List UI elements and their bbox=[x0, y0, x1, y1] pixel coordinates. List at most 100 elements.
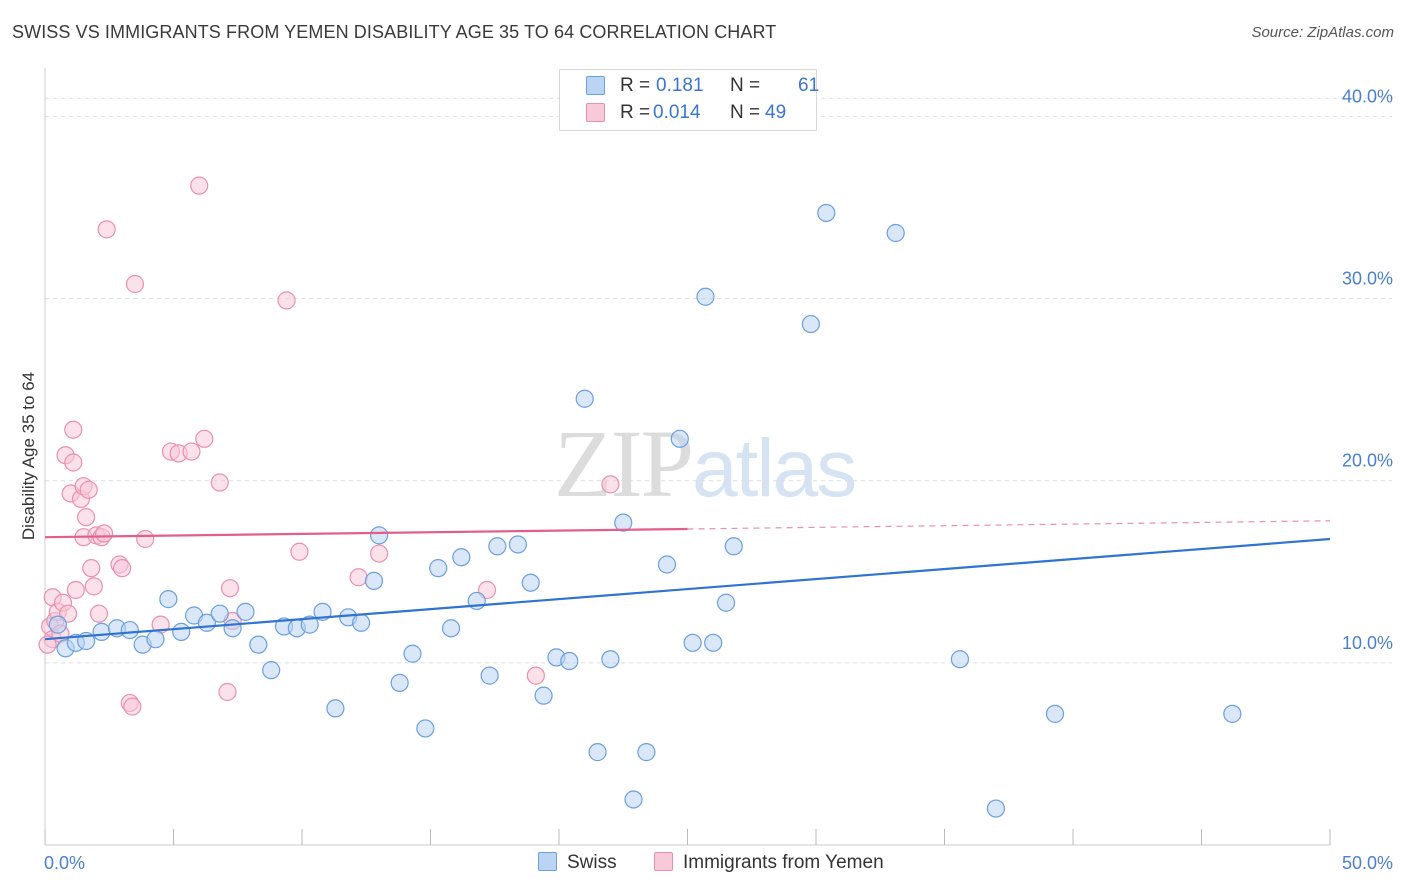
gridlines bbox=[45, 97, 1392, 664]
legend-n-value: 49 bbox=[765, 102, 787, 123]
legend-r-value: 0.014 bbox=[653, 102, 701, 123]
point-yemen bbox=[218, 682, 237, 702]
point-swiss bbox=[683, 633, 702, 652]
point-swiss bbox=[441, 619, 461, 638]
correlation-legend: R = 0.181 N = 61 R = 0.014 N = 49 bbox=[559, 69, 820, 131]
y-tick-label: 40.0% bbox=[1342, 86, 1393, 106]
point-swiss bbox=[364, 571, 384, 590]
point-swiss bbox=[236, 602, 255, 621]
trend-line-yemen bbox=[44, 527, 688, 539]
point-swiss bbox=[801, 314, 820, 334]
point-swiss bbox=[1223, 704, 1242, 723]
bottom-legend-yemen: Immigrants from Yemen bbox=[654, 852, 884, 874]
point-yemen bbox=[182, 442, 201, 461]
point-yemen bbox=[136, 529, 155, 549]
point-swiss bbox=[614, 513, 633, 532]
point-swiss bbox=[300, 615, 319, 634]
legend-r-label: R = bbox=[620, 102, 651, 123]
watermark-zip: ZIP bbox=[554, 410, 694, 517]
point-swiss bbox=[92, 622, 111, 641]
point-swiss bbox=[48, 615, 67, 634]
point-swiss bbox=[575, 389, 594, 408]
point-swiss bbox=[704, 633, 723, 652]
x-tick-label: 50.0% bbox=[1342, 853, 1393, 873]
point-swiss bbox=[724, 537, 743, 556]
point-yemen bbox=[526, 666, 545, 685]
point-swiss bbox=[262, 661, 281, 680]
x-tick-label: 0.0% bbox=[44, 853, 85, 873]
point-swiss bbox=[657, 555, 677, 574]
point-yemen bbox=[64, 453, 83, 472]
point-swiss bbox=[159, 590, 178, 609]
point-swiss bbox=[223, 619, 242, 638]
point-yemen bbox=[97, 220, 116, 239]
bottom-legend-label: Immigrants from Yemen bbox=[683, 852, 884, 873]
point-swiss bbox=[560, 651, 579, 671]
point-swiss bbox=[521, 573, 540, 592]
point-swiss bbox=[403, 644, 422, 663]
point-swiss bbox=[120, 620, 139, 640]
point-yemen bbox=[601, 475, 620, 494]
trend-lines bbox=[44, 520, 1331, 641]
point-swiss bbox=[488, 537, 507, 556]
point-swiss bbox=[370, 526, 389, 545]
data-points bbox=[38, 176, 1242, 818]
trend-line-swiss bbox=[44, 537, 1331, 641]
point-swiss bbox=[1045, 704, 1065, 723]
y-tick-label: 10.0% bbox=[1342, 633, 1393, 653]
point-swiss bbox=[429, 559, 448, 578]
axes bbox=[44, 68, 1331, 846]
point-yemen bbox=[89, 604, 109, 623]
point-yemen bbox=[125, 274, 145, 294]
point-swiss bbox=[416, 719, 435, 738]
point-yemen bbox=[82, 559, 101, 578]
point-yemen bbox=[38, 635, 57, 654]
point-yemen bbox=[277, 291, 296, 310]
point-swiss bbox=[670, 429, 689, 448]
point-swiss bbox=[817, 203, 836, 223]
point-swiss bbox=[534, 686, 553, 705]
bottom-legend-swiss: Swiss bbox=[538, 852, 617, 874]
chart-title: SWISS VS IMMIGRANTS FROM YEMEN DISABILIT… bbox=[12, 22, 777, 42]
source-label: Source: ZipAtlas.com bbox=[1251, 24, 1394, 41]
point-yemen bbox=[84, 577, 103, 596]
point-swiss bbox=[172, 622, 191, 641]
trend-line-yemen-dashed bbox=[687, 520, 1331, 530]
legend-n-value: 61 bbox=[798, 75, 820, 96]
point-swiss bbox=[480, 666, 499, 685]
point-swiss bbox=[452, 548, 471, 567]
point-yemen bbox=[370, 544, 389, 563]
point-swiss bbox=[601, 650, 620, 669]
bottom-legend-label: Swiss bbox=[567, 852, 617, 873]
point-swiss bbox=[352, 613, 371, 632]
point-yemen bbox=[95, 524, 114, 543]
point-swiss bbox=[624, 790, 643, 809]
point-swiss bbox=[637, 743, 656, 762]
legend-swatch-swiss bbox=[586, 76, 605, 95]
point-swiss bbox=[146, 630, 165, 649]
point-yemen bbox=[220, 579, 240, 598]
point-swiss bbox=[716, 593, 736, 612]
point-yemen bbox=[195, 429, 214, 448]
point-swiss bbox=[588, 743, 607, 762]
point-yemen bbox=[349, 568, 368, 587]
y-axis-title: Disability Age 35 to 64 bbox=[19, 372, 38, 540]
point-yemen bbox=[64, 420, 83, 439]
point-swiss bbox=[696, 287, 715, 306]
watermark: ZIPatlas bbox=[554, 408, 857, 519]
point-yemen bbox=[123, 697, 142, 716]
legend-n-label: N = bbox=[730, 75, 761, 96]
point-yemen bbox=[77, 508, 96, 527]
point-yemen bbox=[112, 559, 132, 578]
point-swiss bbox=[210, 604, 229, 623]
legend-r-value: 0.181 bbox=[656, 75, 704, 96]
point-yemen bbox=[210, 473, 229, 492]
bottom-legend-swatch-yemen bbox=[654, 852, 673, 871]
point-swiss bbox=[390, 673, 409, 692]
tick-labels: 10.0% 20.0% 30.0% 40.0% 0.0% 50.0% bbox=[44, 86, 1393, 873]
point-yemen bbox=[190, 176, 209, 195]
point-swiss bbox=[950, 650, 970, 669]
point-swiss bbox=[249, 635, 268, 654]
watermark-atlas: atlas bbox=[692, 423, 857, 514]
